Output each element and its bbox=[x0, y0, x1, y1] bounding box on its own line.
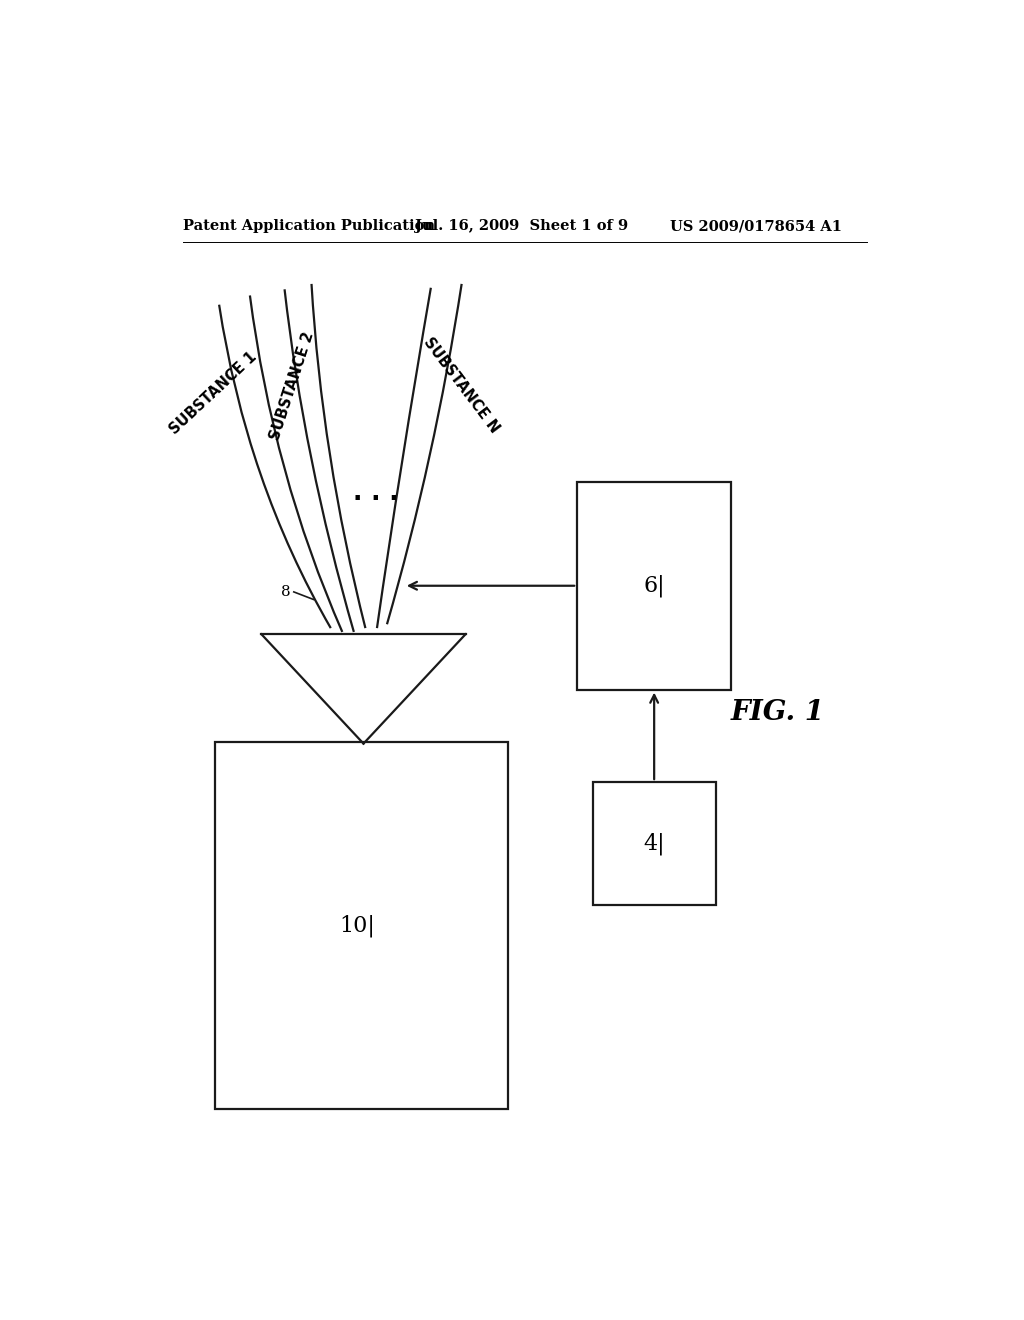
Text: FIG. 1: FIG. 1 bbox=[730, 700, 824, 726]
Text: SUBSTANCE 2: SUBSTANCE 2 bbox=[267, 330, 316, 442]
Text: SUBSTANCE 1: SUBSTANCE 1 bbox=[167, 350, 260, 437]
Text: Patent Application Publication: Patent Application Publication bbox=[183, 219, 435, 234]
Bar bbox=[578, 482, 731, 689]
Bar bbox=[593, 781, 716, 906]
Text: Jul. 16, 2009  Sheet 1 of 9: Jul. 16, 2009 Sheet 1 of 9 bbox=[416, 219, 629, 234]
Text: . . .: . . . bbox=[352, 482, 398, 506]
Text: 10|: 10| bbox=[340, 915, 376, 937]
Text: SUBSTANCE N: SUBSTANCE N bbox=[421, 335, 503, 436]
Text: US 2009/0178654 A1: US 2009/0178654 A1 bbox=[670, 219, 842, 234]
Text: 8: 8 bbox=[282, 585, 291, 599]
Text: 6|: 6| bbox=[643, 574, 665, 597]
Text: 4|: 4| bbox=[643, 833, 665, 855]
Bar bbox=[215, 742, 508, 1109]
